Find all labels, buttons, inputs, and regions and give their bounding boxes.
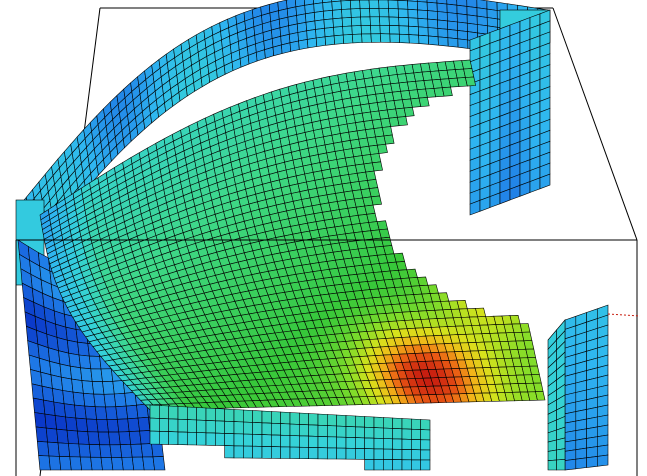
mesh-wall-back	[15, 0, 551, 286]
mesh-wall-front	[149, 404, 431, 471]
mesh-floor	[39, 59, 546, 411]
axis-tick-marker	[607, 313, 641, 317]
bounding-box-front	[15, 239, 638, 476]
mesh-pillar	[547, 304, 609, 471]
